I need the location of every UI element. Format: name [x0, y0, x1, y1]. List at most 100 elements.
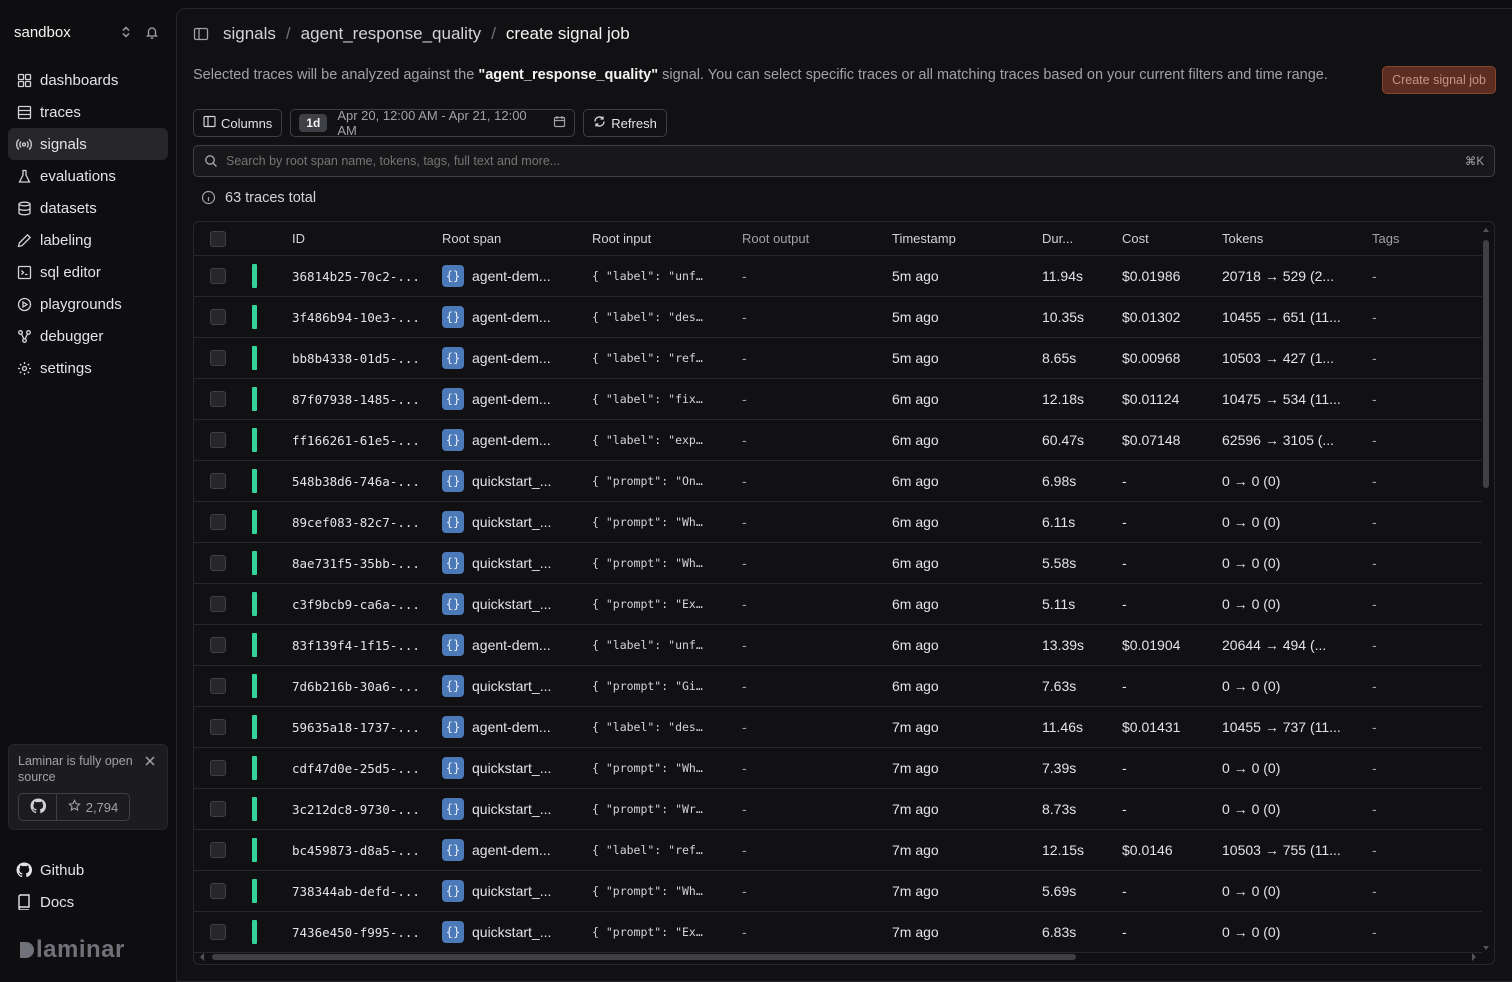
header-root-span[interactable]: Root span: [442, 231, 502, 246]
row-checkbox[interactable]: [210, 309, 226, 325]
refresh-button[interactable]: Refresh: [583, 109, 667, 137]
github-link[interactable]: Github: [16, 858, 84, 882]
sidebar-item-debugger[interactable]: debugger: [8, 320, 168, 352]
table-row[interactable]: 83f139f4-1f15-... {} agent-dem... { "label"…: [194, 625, 1482, 666]
table-row[interactable]: 3f486b94-10e3-... {} agent-dem... { "label"…: [194, 297, 1482, 338]
row-checkbox[interactable]: [210, 596, 226, 612]
breadcrumb-signal[interactable]: agent_response_quality: [300, 24, 482, 43]
horizontal-scrollbar[interactable]: [198, 952, 1478, 962]
info-icon: [201, 190, 217, 206]
date-range-picker[interactable]: 1d Apr 20, 12:00 AM - Apr 21, 12:00 AM: [290, 108, 576, 138]
row-checkbox[interactable]: [210, 555, 226, 571]
braces-icon: {}: [442, 429, 464, 451]
header-timestamp[interactable]: Timestamp: [892, 231, 956, 246]
table-row[interactable]: 3c212dc8-9730-... {} quickstart_... { "prom…: [194, 789, 1482, 830]
cell-id: 3f486b94-10e3-...: [292, 309, 420, 325]
row-select-cell: [194, 432, 242, 448]
star-icon: [67, 799, 81, 815]
sidebar-item-label: playgrounds: [40, 295, 122, 313]
row-checkbox[interactable]: [210, 637, 226, 653]
row-checkbox[interactable]: [210, 842, 226, 858]
vertical-scroll-thumb[interactable]: [1483, 240, 1489, 488]
sidebar-item-settings[interactable]: settings: [8, 352, 168, 384]
row-select-cell: [194, 924, 242, 940]
table-row[interactable]: 7d6b216b-30a6-... {} quickstart_... { "prom…: [194, 666, 1482, 707]
header-tokens[interactable]: Tokens: [1222, 231, 1264, 246]
search-bar[interactable]: ⌘K: [193, 145, 1495, 177]
row-checkbox[interactable]: [210, 801, 226, 817]
header-root-output[interactable]: Root output: [742, 231, 810, 246]
header-duration[interactable]: Dur...: [1042, 231, 1074, 246]
cell-tags: -: [1372, 596, 1377, 612]
breadcrumb-signals[interactable]: signals: [223, 24, 276, 43]
row-checkbox[interactable]: [210, 883, 226, 899]
table-row[interactable]: c3f9bcb9-ca6a-... {} quickstart_... { "prom…: [194, 584, 1482, 625]
table-row[interactable]: 59635a18-1737-... {} agent-dem... { "label"…: [194, 707, 1482, 748]
table-row[interactable]: 738344ab-defd-... {} quickstart_... { "prom…: [194, 871, 1482, 912]
columns-button[interactable]: Columns: [193, 109, 283, 137]
header-id[interactable]: ID: [292, 231, 305, 246]
table-row[interactable]: 87f07938-1485-... {} agent-dem... { "label"…: [194, 379, 1482, 420]
workspace-switcher[interactable]: sandbox: [8, 0, 168, 64]
cell-tags: -: [1372, 801, 1377, 817]
sidebar-item-dashboards[interactable]: dashboards: [8, 64, 168, 96]
star-button[interactable]: 2,794: [57, 794, 129, 820]
chevron-up-down-icon[interactable]: [116, 22, 136, 42]
github-link-label: Github: [40, 861, 85, 879]
docs-link[interactable]: Docs: [16, 890, 74, 914]
sidebar-item-signals[interactable]: signals: [8, 128, 168, 160]
bell-icon[interactable]: [142, 22, 162, 42]
table-row[interactable]: 548b38d6-746a-... {} quickstart_... { "prom…: [194, 461, 1482, 502]
close-icon[interactable]: [144, 754, 158, 768]
sidebar-item-playgrounds[interactable]: playgrounds: [8, 288, 168, 320]
row-checkbox[interactable]: [210, 473, 226, 489]
sidebar-item-labeling[interactable]: labeling: [8, 224, 168, 256]
create-signal-job-button[interactable]: Create signal job: [1382, 66, 1496, 94]
table-row[interactable]: bc459873-d8a5-... {} agent-dem... { "label"…: [194, 830, 1482, 871]
cell-root-output: -: [742, 514, 747, 530]
row-checkbox[interactable]: [210, 268, 226, 284]
table-row[interactable]: 89cef083-82c7-... {} quickstart_... { "prom…: [194, 502, 1482, 543]
table-row[interactable]: ff166261-61e5-... {} agent-dem... { "label"…: [194, 420, 1482, 461]
sidebar-item-datasets[interactable]: datasets: [8, 192, 168, 224]
search-input[interactable]: [226, 154, 1465, 168]
root-span-name: quickstart_...: [472, 760, 552, 776]
cell-cost: $0.01302: [1122, 309, 1181, 325]
horizontal-scroll-thumb[interactable]: [212, 954, 1076, 960]
row-checkbox[interactable]: [210, 350, 226, 366]
header-cost[interactable]: Cost: [1122, 231, 1149, 246]
range-pill[interactable]: 1d: [299, 114, 328, 132]
table-row[interactable]: 7436e450-f995-... {} quickstart_... { "prom…: [194, 912, 1482, 953]
braces-icon: {}: [442, 552, 464, 574]
cell-root-output: -: [742, 432, 747, 448]
table-row[interactable]: 8ae731f5-35bb-... {} quickstart_... { "prom…: [194, 543, 1482, 584]
github-button[interactable]: [19, 794, 57, 820]
header-tags[interactable]: Tags: [1372, 231, 1400, 246]
table-row[interactable]: bb8b4338-01d5-... {} agent-dem... { "label"…: [194, 338, 1482, 379]
cell-root-input: { "label": "ref…: [592, 843, 703, 857]
row-checkbox[interactable]: [210, 514, 226, 530]
select-all-checkbox[interactable]: [210, 230, 226, 247]
row-checkbox[interactable]: [210, 391, 226, 407]
status-bar: [252, 551, 257, 575]
sidebar-toggle-icon[interactable]: [193, 26, 209, 42]
cell-tokens: 20644 → 494 (...: [1222, 637, 1327, 653]
sidebar-item-traces[interactable]: traces: [8, 96, 168, 128]
cell-duration: 6.98s: [1042, 473, 1077, 489]
open-source-promo: Laminar is fully open source 2,794: [8, 744, 168, 830]
header-root-input[interactable]: Root input: [592, 231, 652, 246]
sidebar-item-evaluations[interactable]: evaluations: [8, 160, 168, 192]
row-checkbox[interactable]: [210, 719, 226, 735]
sidebar-item-sql-editor[interactable]: sql editor: [8, 256, 168, 288]
cell-root-output: -: [742, 719, 747, 735]
row-checkbox[interactable]: [210, 432, 226, 448]
row-checkbox[interactable]: [210, 678, 226, 694]
vertical-scrollbar[interactable]: [1482, 226, 1490, 952]
row-checkbox[interactable]: [210, 760, 226, 776]
cell-tokens: 0 → 0 (0): [1222, 883, 1281, 899]
row-checkbox[interactable]: [210, 924, 226, 940]
cell-tokens: 10503 → 755 (11...: [1222, 842, 1341, 858]
table-row[interactable]: 36814b25-70c2-... {} agent-dem... { "label"…: [194, 256, 1482, 297]
table-row[interactable]: cdf47d0e-25d5-... {} quickstart_... { "prom…: [194, 748, 1482, 789]
